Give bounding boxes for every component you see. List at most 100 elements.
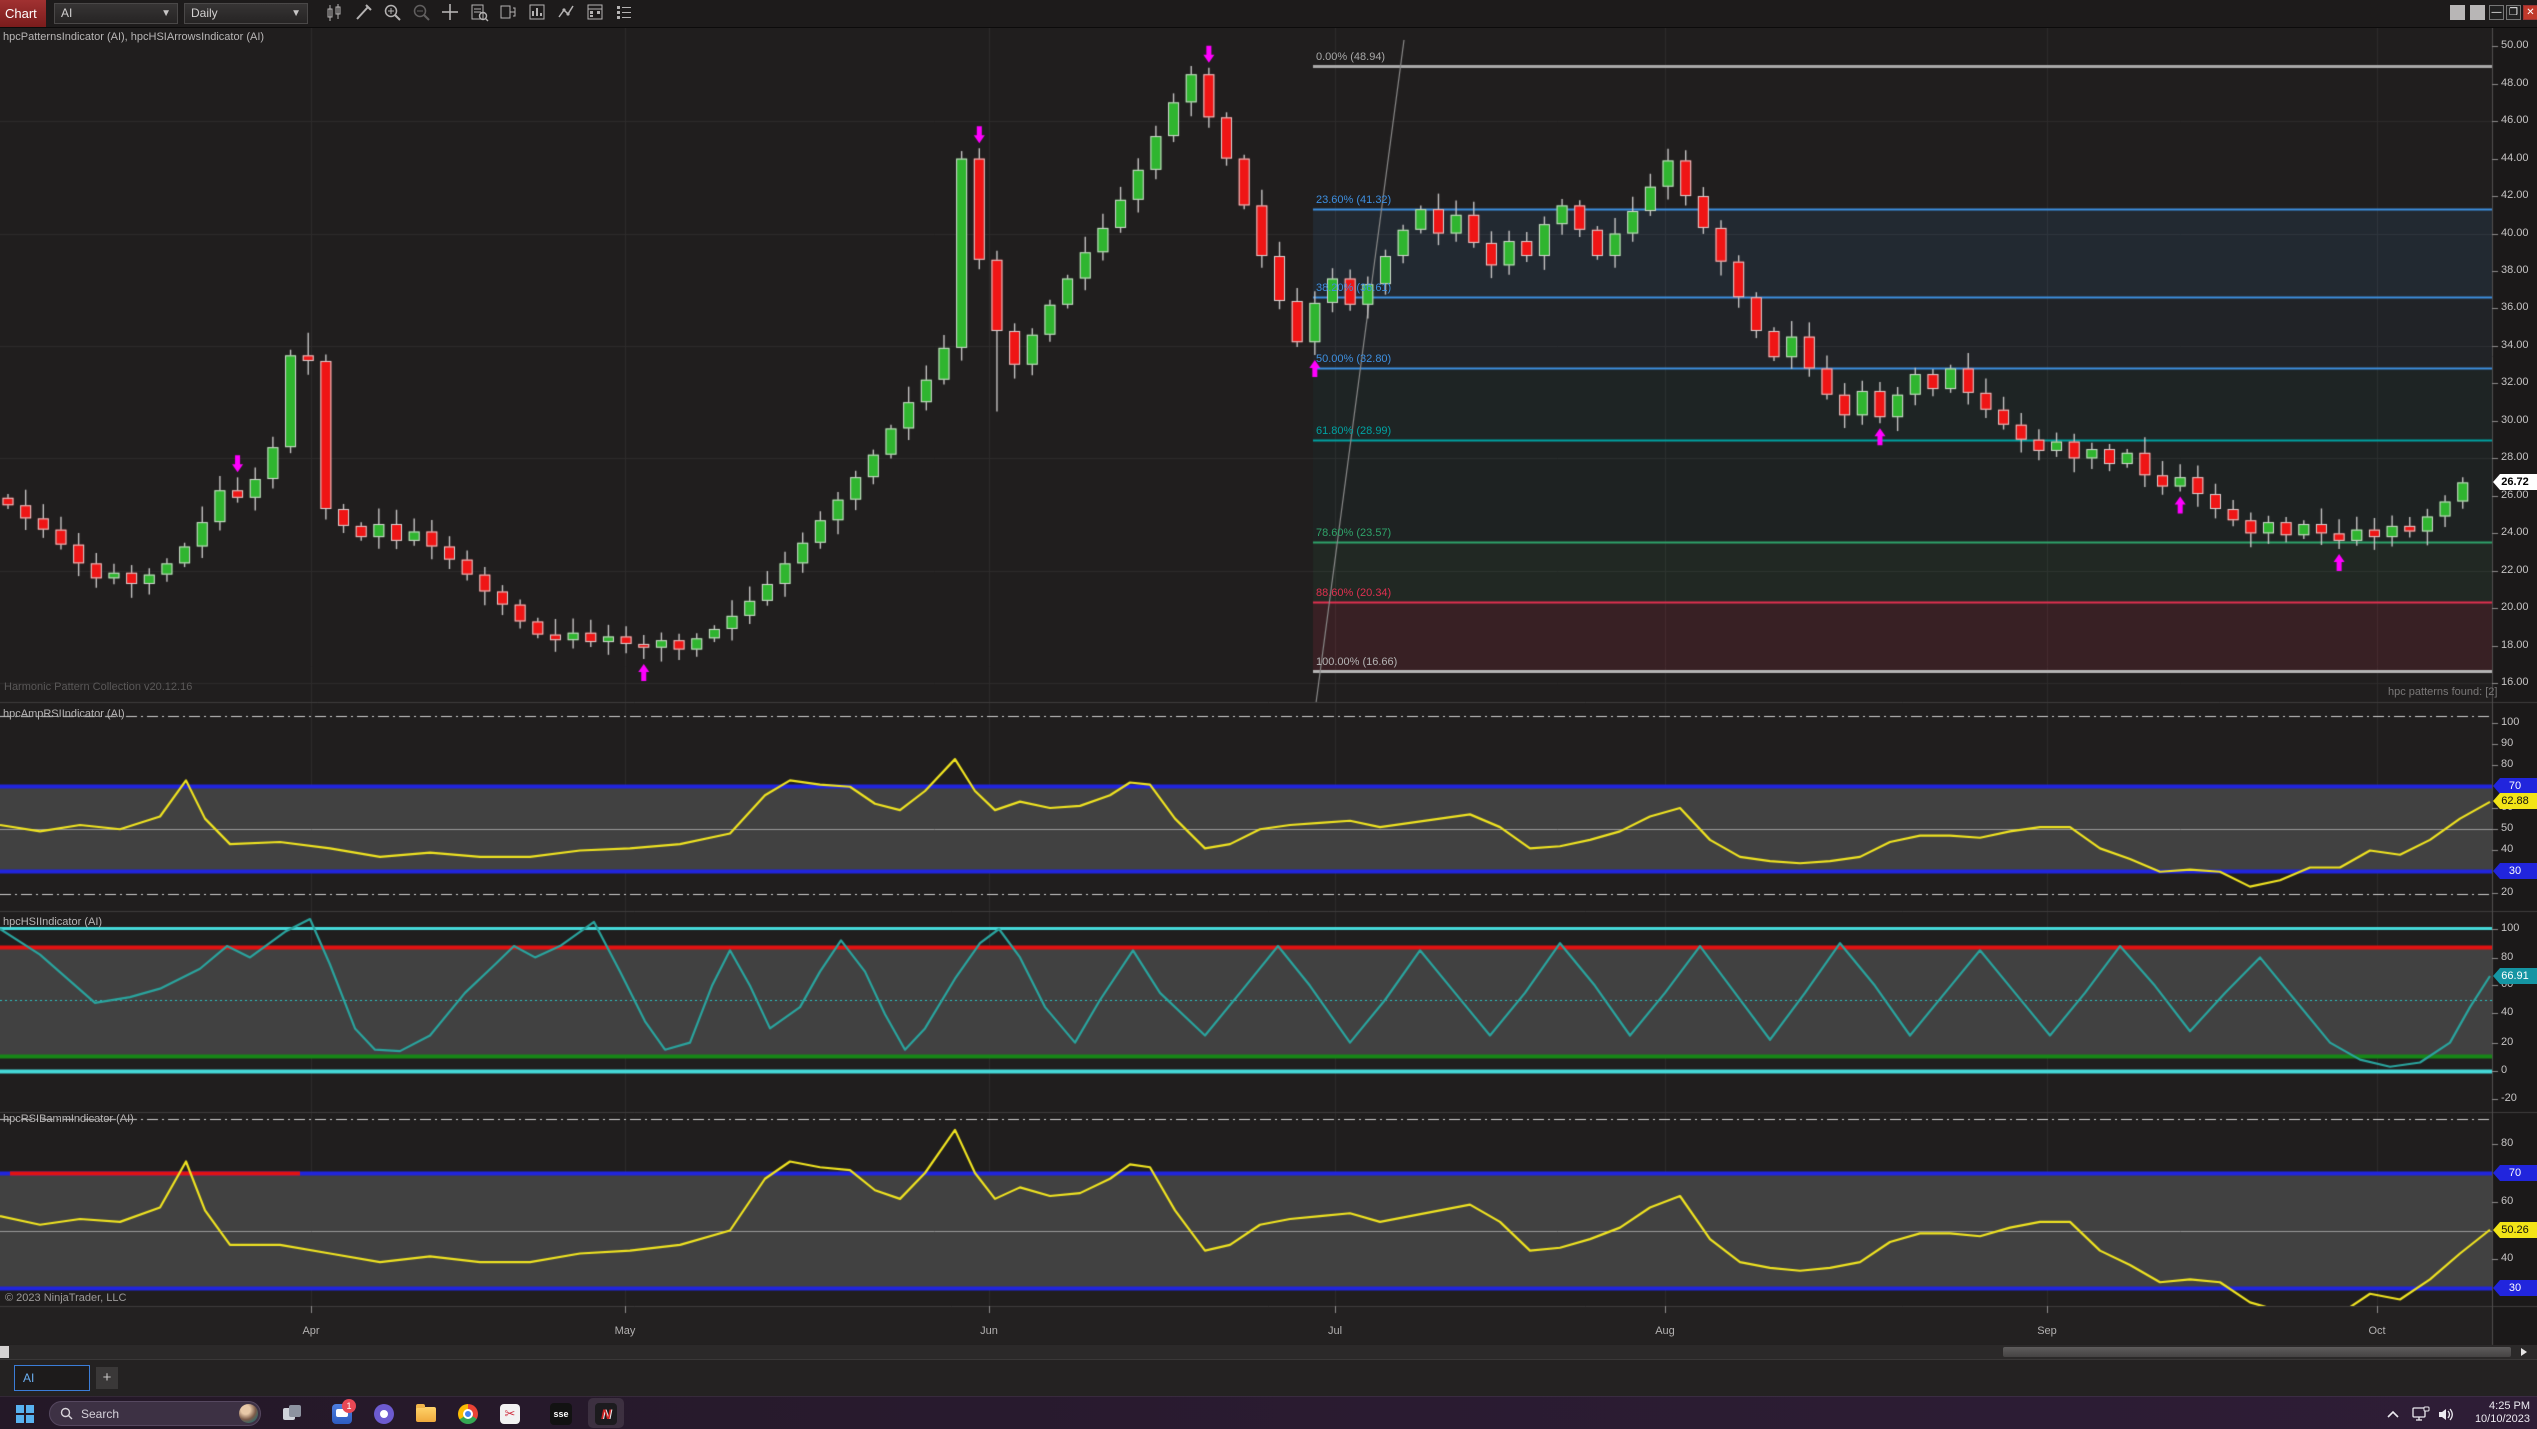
scrollbar-thumb[interactable] xyxy=(2003,1347,2511,1357)
snipping-tool-button[interactable]: ✂ xyxy=(497,1401,523,1427)
zoom-out-icon[interactable] xyxy=(411,2,432,23)
start-button[interactable] xyxy=(12,1401,38,1427)
month-axis-label[interactable]: Jul xyxy=(1327,1325,1343,1337)
price-axis-label: 46.00 xyxy=(2501,114,2529,126)
price-axis-label: 42.00 xyxy=(2501,189,2529,201)
scissors-icon: ✂ xyxy=(500,1404,520,1424)
price-axis-label: 18.00 xyxy=(2501,639,2529,651)
panel1-title: hpcAmpRSIIndicator (AI) xyxy=(3,708,125,720)
data-series-icon[interactable] xyxy=(469,2,490,23)
panel1-value-badge: 70 xyxy=(2493,778,2537,794)
network-button[interactable] xyxy=(2408,1401,2434,1427)
price-axis-label: 22.00 xyxy=(2501,564,2529,576)
sse-app-button[interactable]: sse xyxy=(548,1401,574,1427)
price-axis-label: 48.00 xyxy=(2501,77,2529,89)
copyright-label: © 2023 NinjaTrader, LLC xyxy=(5,1292,127,1304)
instrument-select[interactable]: AI ▼ xyxy=(54,3,178,24)
chat-app-button[interactable]: 1 xyxy=(329,1399,356,1427)
search-icon xyxy=(60,1407,73,1420)
ninjatrader-icon: N xyxy=(595,1403,617,1425)
horizontal-scrollbar[interactable] xyxy=(0,1345,2537,1359)
tray-expand-button[interactable] xyxy=(2380,1401,2406,1427)
panel2-axis-label: 40 xyxy=(2501,1006,2514,1018)
titlebar: Chart AI ▼ Daily ▼ — ❐ ✕ xyxy=(0,0,2537,28)
network-icon xyxy=(2412,1406,2430,1421)
window-title: Chart xyxy=(0,0,46,27)
price-panel-indicators-label: hpcPatternsIndicator (AI), hpcHSIArrowsI… xyxy=(3,31,265,43)
panel3-value-badge: 70 xyxy=(2493,1165,2537,1181)
folder-icon xyxy=(416,1403,436,1422)
instrument-value: AI xyxy=(61,6,73,20)
properties-icon[interactable] xyxy=(614,2,635,23)
month-axis-label[interactable]: Sep xyxy=(2037,1325,2057,1337)
panel-button-1[interactable] xyxy=(2450,5,2465,20)
panel1-axis-label: 40 xyxy=(2501,843,2514,855)
period-select[interactable]: Daily ▼ xyxy=(184,3,308,24)
month-axis-label[interactable]: Jun xyxy=(980,1325,998,1337)
scrollbar-left-marker[interactable] xyxy=(0,1346,9,1358)
chart-trader-icon[interactable] xyxy=(527,2,548,23)
volume-button[interactable] xyxy=(2434,1401,2460,1427)
fib-level-label: 100.00% (16.66) xyxy=(1316,656,1398,668)
add-tab-button[interactable]: + xyxy=(96,1367,118,1389)
crosshair-icon[interactable] xyxy=(440,2,461,23)
price-axis-label: 38.00 xyxy=(2501,264,2529,276)
panel3-title: hpcRSIBammIndicator (AI) xyxy=(3,1113,134,1125)
zoom-in-icon[interactable] xyxy=(382,2,403,23)
panel2-axis-label: 80 xyxy=(2501,951,2514,963)
panel1-value-badge: 30 xyxy=(2493,863,2537,879)
fib-level-label: 78.60% (23.57) xyxy=(1316,527,1392,539)
file-explorer-button[interactable] xyxy=(413,1401,439,1427)
tray-clock[interactable]: 4:25 PM 10/10/2023 xyxy=(2452,1400,2530,1426)
taskbar-search[interactable]: Search xyxy=(49,1401,261,1426)
speaker-icon xyxy=(2439,1408,2453,1420)
task-view-button[interactable] xyxy=(279,1401,305,1427)
search-highlight-avatar[interactable] xyxy=(239,1404,258,1423)
fib-level-label: 38.20% (36.61) xyxy=(1316,282,1392,294)
restore-button[interactable]: ❐ xyxy=(2506,5,2521,20)
taskbar: Search 1 ✂ sse xyxy=(0,1396,2537,1429)
price-axis-label: 16.00 xyxy=(2501,676,2529,688)
minimize-button[interactable]: — xyxy=(2489,5,2504,20)
tray-time: 4:25 PM xyxy=(2489,1400,2530,1412)
patterns-found-label: hpc patterns found: [2] xyxy=(2388,686,2498,698)
tab-ai[interactable]: AI xyxy=(14,1365,90,1391)
month-axis-label[interactable]: May xyxy=(614,1325,636,1337)
price-axis-label: 28.00 xyxy=(2501,451,2529,463)
chat-app-icon: 1 xyxy=(332,1399,356,1424)
windows-logo-icon xyxy=(16,1405,34,1423)
panel-button-2[interactable] xyxy=(2470,5,2485,20)
scrollbar-right-arrow-icon[interactable] xyxy=(2521,1348,2527,1356)
price-axis-label: 20.00 xyxy=(2501,601,2529,613)
chevron-up-icon xyxy=(2387,1410,2399,1418)
month-axis-label[interactable]: Oct xyxy=(2368,1325,2386,1337)
ninjatrader-button[interactable]: N xyxy=(593,1401,619,1427)
price-axis-label: 30.00 xyxy=(2501,414,2529,426)
loom-icon xyxy=(374,1404,394,1424)
panel2-axis-label: -20 xyxy=(2501,1092,2517,1104)
indicators-icon[interactable] xyxy=(585,2,606,23)
window-link-icon[interactable] xyxy=(498,2,519,23)
month-axis-label[interactable]: Apr xyxy=(302,1325,320,1337)
close-button[interactable]: ✕ xyxy=(2523,5,2537,20)
draw-icon[interactable] xyxy=(353,2,374,23)
candlestick-style-icon[interactable] xyxy=(324,2,345,23)
task-view-icon xyxy=(283,1405,301,1420)
drawing-tools-icon[interactable] xyxy=(556,2,577,23)
chrome-button[interactable] xyxy=(455,1401,481,1427)
loom-button[interactable] xyxy=(371,1401,397,1427)
panel1-axis-label: 90 xyxy=(2501,737,2514,749)
panel2-axis-label: 0 xyxy=(2501,1064,2508,1076)
panel1-axis-label: 50 xyxy=(2501,822,2514,834)
price-axis-label: 26.00 xyxy=(2501,489,2529,501)
sse-icon: sse xyxy=(550,1403,572,1425)
fib-level-label: 88.60% (20.34) xyxy=(1316,587,1392,599)
month-axis-label[interactable]: Aug xyxy=(1655,1325,1675,1337)
tab-ai-label: AI xyxy=(23,1371,35,1385)
tray-date: 10/10/2023 xyxy=(2474,1413,2530,1425)
price-axis-label: 32.00 xyxy=(2501,376,2529,388)
fib-level-label: 61.80% (28.99) xyxy=(1316,425,1392,437)
panel2-axis-label: 100 xyxy=(2501,922,2520,934)
